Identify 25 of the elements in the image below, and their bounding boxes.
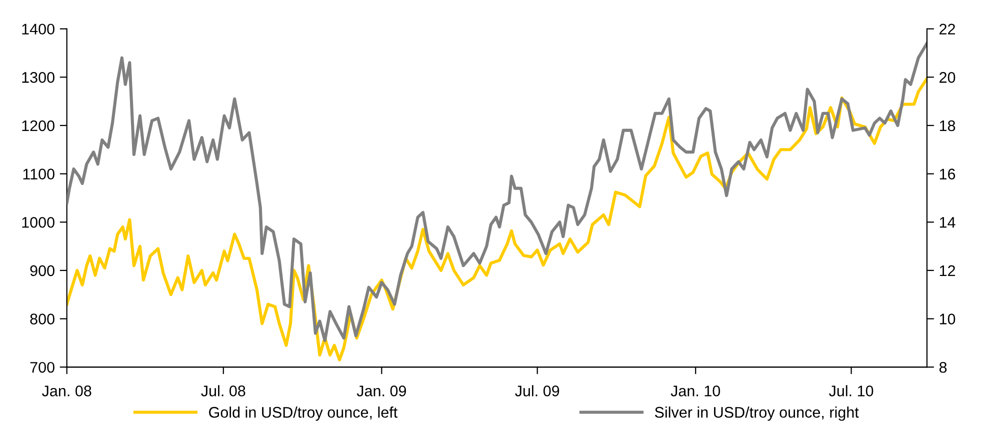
y-tick-label: 900 xyxy=(30,265,54,276)
line-series xyxy=(66,42,927,342)
y2-tick-label: 20 xyxy=(940,72,956,83)
y2-tick-label: 18 xyxy=(940,120,956,132)
y2-tick-label: 14 xyxy=(940,217,956,228)
y-tick-label: 700 xyxy=(30,362,54,373)
y-tick-label: 1100 xyxy=(23,168,54,180)
x-tick-label: Jan. 08 xyxy=(42,386,92,396)
x-tick-label: Jan. 09 xyxy=(356,386,406,396)
y-tick-label: 1400 xyxy=(22,24,54,35)
x-tick-label: Jul. 08 xyxy=(201,385,246,396)
y-tick-label: 1200 xyxy=(22,120,54,132)
y2-tick-label: 22 xyxy=(940,24,955,34)
y2-tick-label: 16 xyxy=(940,168,956,180)
y2-tick-label: 8 xyxy=(939,362,947,373)
x-tick-label: Jul. 09 xyxy=(515,385,560,396)
legend-label: Gold in USD/troy ounce, left xyxy=(209,406,398,421)
y2-tick-label: 12 xyxy=(940,265,955,276)
y-tick-label: 800 xyxy=(30,314,54,324)
x-tick-label: Jul. 10 xyxy=(829,385,874,396)
y2-tick-label: 10 xyxy=(940,314,956,324)
legend-label: Silver in USD/troy ounce, right xyxy=(654,406,859,421)
y-tick-label: 1000 xyxy=(22,216,54,228)
x-tick-label: Jan. 10 xyxy=(670,386,720,396)
y-tick-label: 1300 xyxy=(22,72,54,83)
